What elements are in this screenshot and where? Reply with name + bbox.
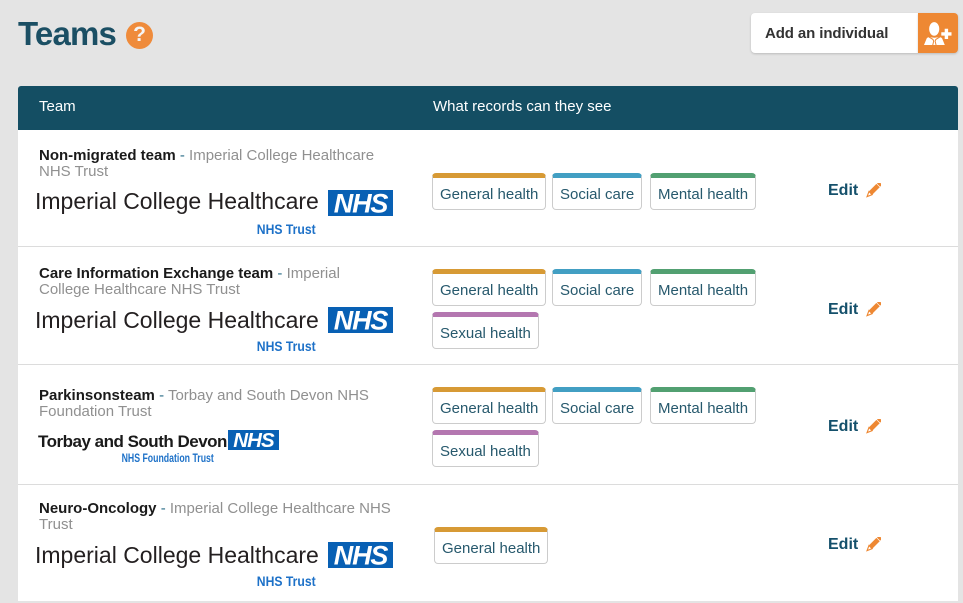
svg-text:NHS: NHS: [233, 430, 275, 450]
svg-text:NHS: NHS: [334, 307, 389, 333]
svg-text:NHS: NHS: [334, 190, 389, 216]
svg-text:NHS: NHS: [334, 542, 389, 568]
